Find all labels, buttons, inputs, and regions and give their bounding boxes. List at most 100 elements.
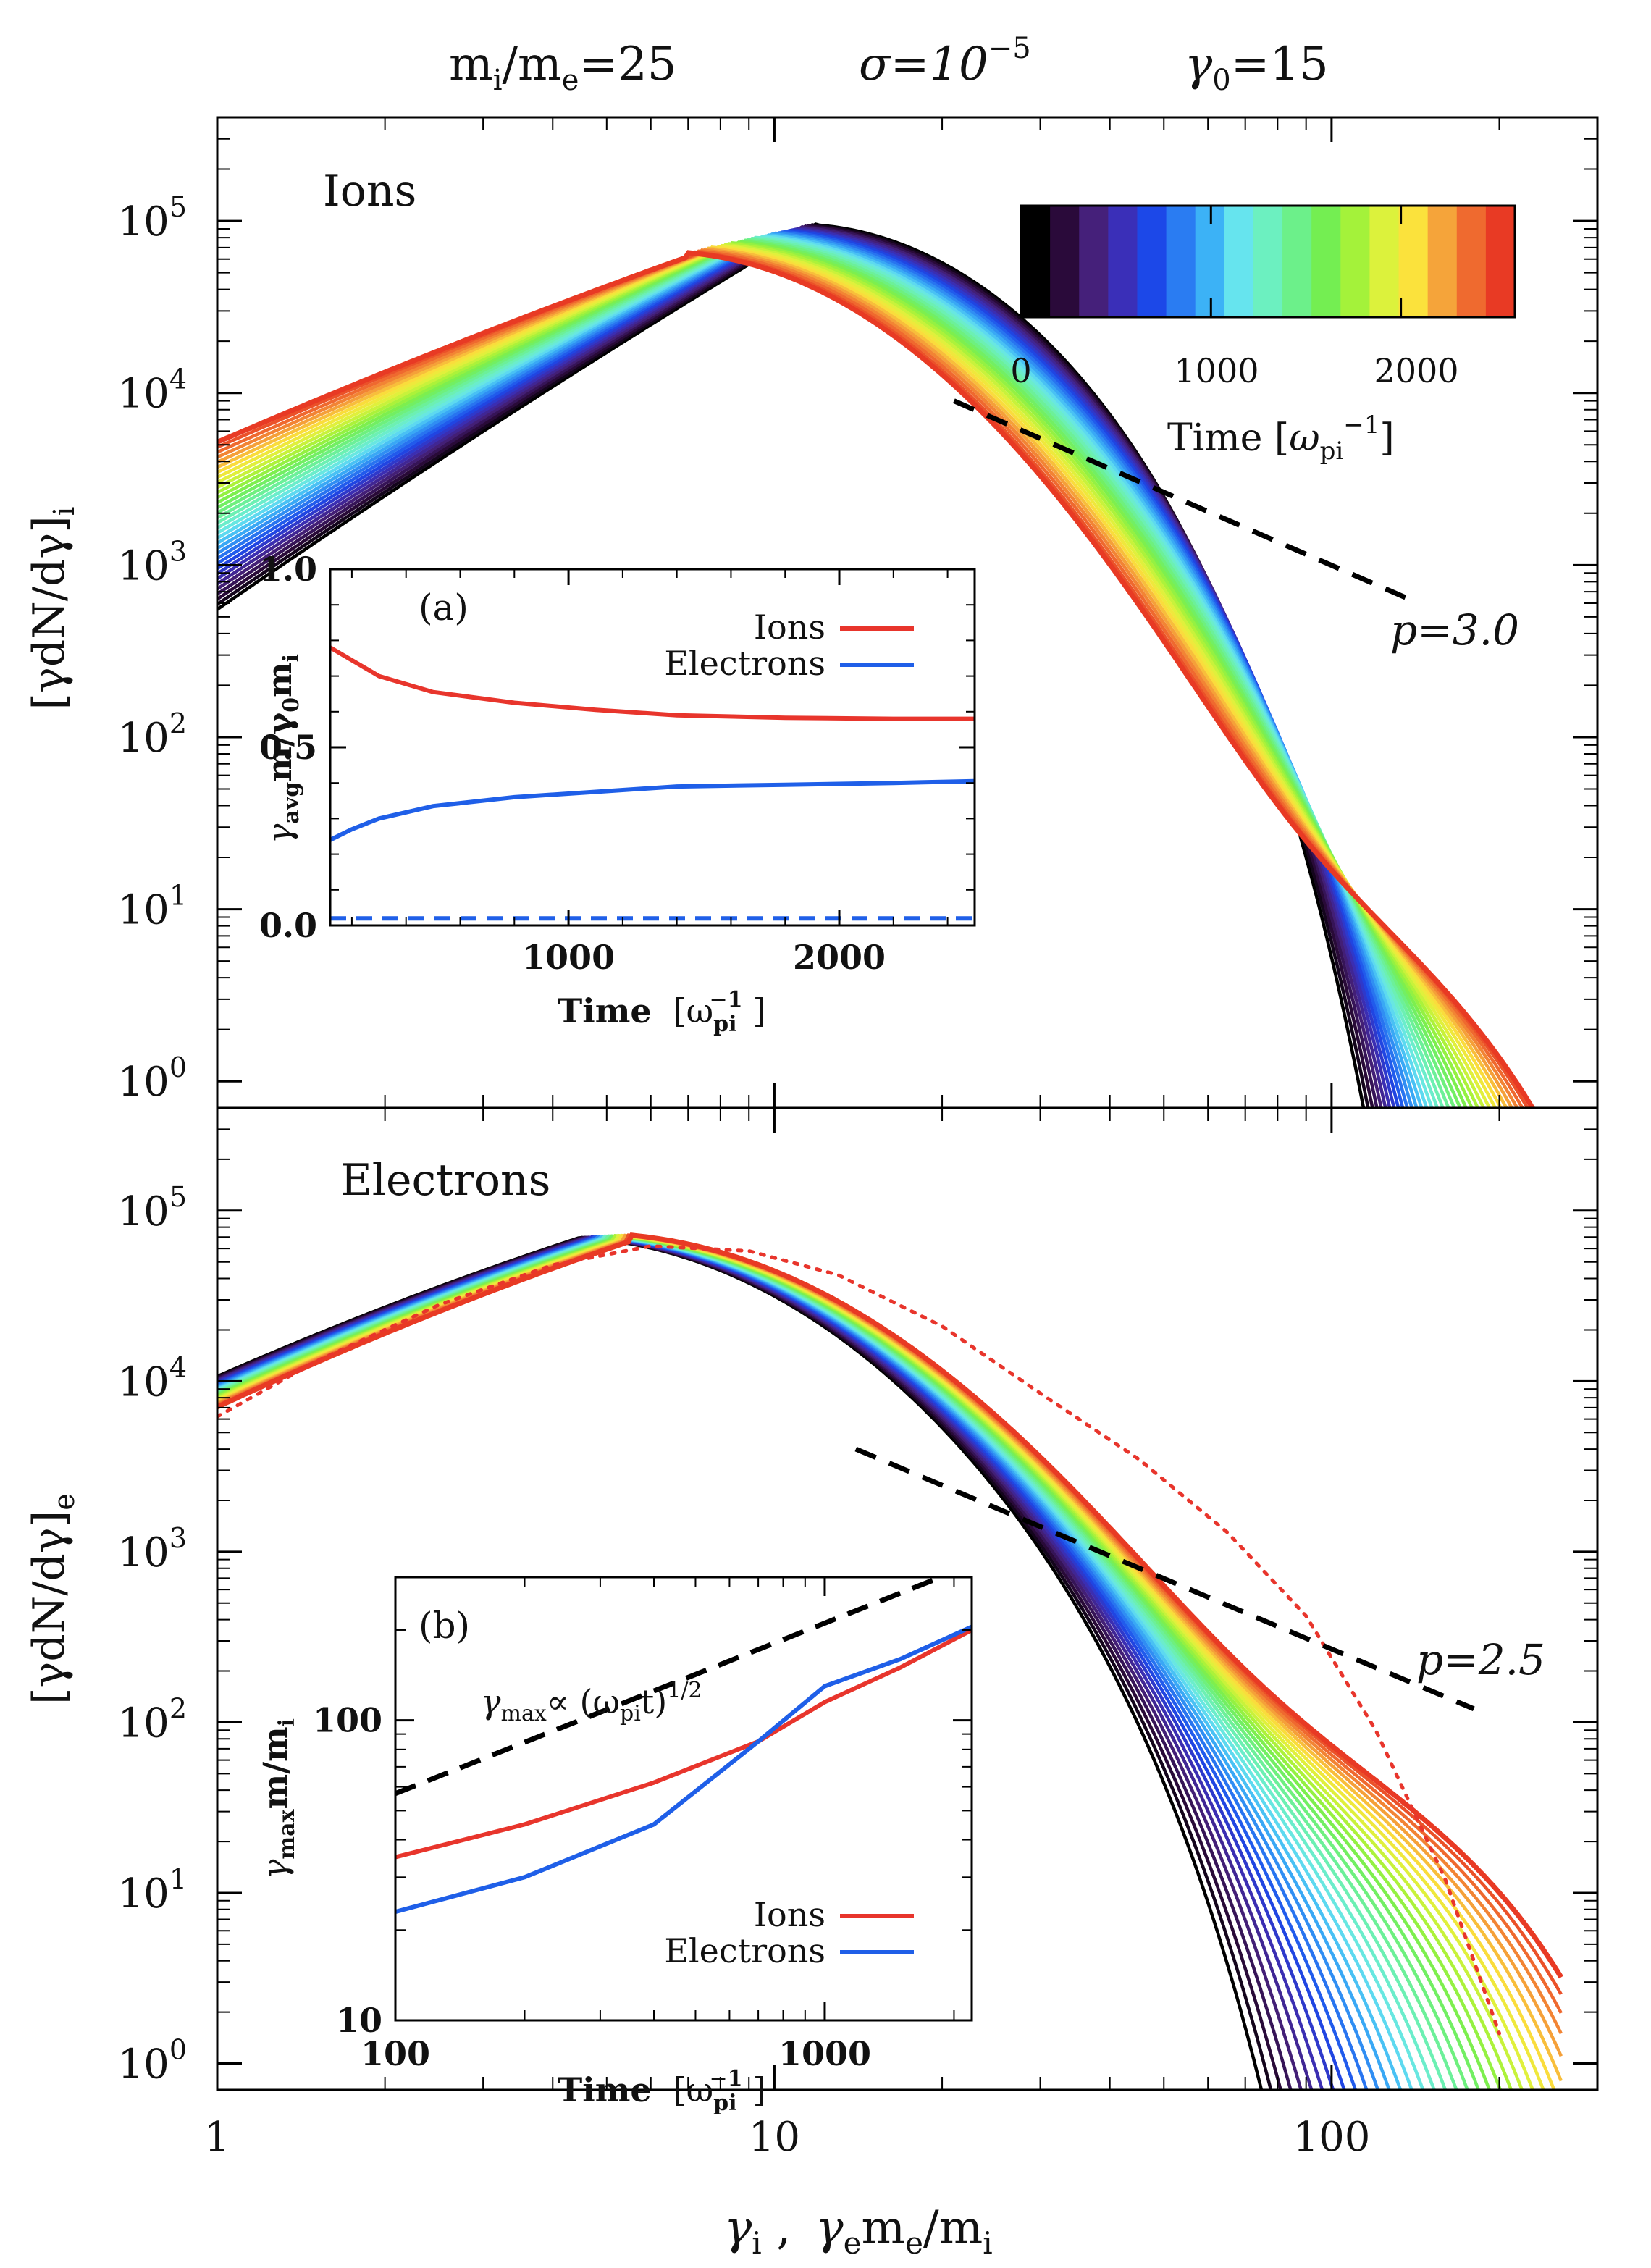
inset-a-xtick-label-0: 1000 [522, 938, 615, 977]
ion-panel-label: Ions [323, 166, 416, 217]
inset-a-ytick-label-2: 1.0 [259, 550, 317, 589]
ion-spectrum-22 [217, 240, 1474, 1108]
ion-spectrum-18 [217, 238, 1450, 1108]
inset-a-legend: Ions Electrons [664, 608, 914, 683]
colorbar-segment-12 [1369, 206, 1400, 317]
inset-b-legend: Ions Electrons [664, 1895, 914, 1970]
electron-plot-frame [216, 1106, 1599, 2091]
electron-xtick-label-0: 1 [204, 2114, 230, 2161]
inset-a-panel-label: (a) [419, 587, 469, 629]
inset-b-scaling-annotation: γmax∝ (ωpit)1/2 [481, 1678, 702, 1726]
inset-a-lines [330, 645, 975, 921]
ion-spectrum-19 [217, 238, 1456, 1108]
colorbar-segment-16 [1485, 206, 1516, 317]
colorbar-segment-7 [1224, 206, 1254, 317]
time-colorbar [1020, 204, 1516, 319]
title-sigma: σ=10−5 [859, 32, 1031, 91]
ion-spectrum-21 [217, 240, 1469, 1108]
ion-ytick-label-3: 103 [118, 535, 187, 589]
ion-ytick-label-4: 104 [118, 364, 187, 418]
ion-spectra [217, 222, 1536, 1108]
colorbar-segment-4 [1137, 206, 1167, 317]
title-mass-ratio: mi/me=25 [449, 38, 676, 97]
electron-spectra [217, 1232, 1563, 2090]
ion-spectrum-20 [217, 239, 1462, 1108]
electron-xtick-label-1: 10 [749, 2114, 800, 2161]
x-axis-title: γi , γeme/mi [724, 2201, 993, 2261]
electron-y-axis-title: [γdN/dγ]e [24, 1493, 81, 1705]
electron-dotted-reference [217, 1244, 1501, 2036]
ion-ytick-label-2: 102 [118, 707, 187, 762]
electron-spectrum-33 [217, 1232, 1563, 1979]
inset-b-x-axis-title: Time [ωpi−1] [558, 2066, 765, 2116]
inset-a-legend-electrons: Electrons [664, 644, 826, 683]
electron-powerlaw-line [854, 1446, 1475, 1712]
ion-ytick-label-0: 100 [118, 1051, 187, 1106]
inset-a: 1000 2000 0.0 0.5 1.0 (a) Ions Electrons Tim… [259, 550, 976, 1037]
colorbar-segment-9 [1282, 206, 1312, 317]
colorbar-segment-15 [1456, 206, 1487, 317]
inset-b-y-axis-title: γmaxm/mi [256, 1718, 300, 1879]
inset-a-x-axis-title: Time [ωpi−1] [558, 987, 765, 1037]
colorbar-segment-3 [1108, 206, 1138, 317]
electron-ytick-label-1: 101 [118, 1863, 187, 1918]
inset-b-legend-electrons: Electrons [664, 1931, 826, 1970]
colorbar-frame [1020, 204, 1516, 319]
inset-a-series-0 [330, 645, 975, 721]
electron-powerlaw-label: p=2.5 [1416, 1635, 1545, 1684]
electron-powerlaw [854, 1446, 1475, 1712]
ion-spectrum-15 [217, 235, 1434, 1108]
inset-a-series-1 [330, 778, 975, 842]
electron-ytick-label-0: 100 [118, 2034, 187, 2088]
electron-ytick-label-3: 103 [118, 1522, 187, 1576]
inset-b-xtick-label-1: 1000 [778, 2034, 871, 2073]
ion-spectrum-16 [217, 235, 1440, 1108]
inset-b-xtick-label-0: 100 [361, 2034, 430, 2073]
colorbar-label: Time [ωpi−1] [1167, 411, 1395, 466]
inset-a-ytick-label-0: 0.0 [259, 906, 317, 945]
ion-powerlaw-label: p=3.0 [1390, 605, 1519, 655]
inset-b-ytick-label-1: 100 [313, 1701, 382, 1740]
colorbar-segment-1 [1050, 206, 1080, 317]
colorbar-segment-10 [1311, 206, 1341, 317]
title-gamma0: γ0=15 [1185, 38, 1329, 97]
ion-axis-ticks: 100 101 102 103 104 105 [118, 117, 1598, 1108]
inset-a-ticks: 1000 2000 0.0 0.5 1.0 [259, 550, 975, 977]
inset-b-series-2 [395, 1624, 972, 1914]
ion-spectrum-17 [217, 236, 1445, 1108]
inset-b-lines [395, 1577, 972, 1914]
ion-spectrum-14 [217, 234, 1429, 1108]
colorbar-segment-0 [1021, 206, 1051, 317]
ion-powerlaw-line [952, 398, 1414, 603]
colorbar-tick-2000: 2000 [1374, 351, 1458, 390]
inset-b-panel-label: (b) [419, 1605, 470, 1647]
colorbar-segment-2 [1079, 206, 1109, 317]
electron-xtick-label-2: 100 [1293, 2114, 1370, 2161]
colorbar-tick-0: 0 [1010, 351, 1031, 390]
figure-title: mi/me=25 σ=10−5 γ0=15 [449, 32, 1329, 97]
ion-ytick-label-1: 101 [118, 880, 187, 934]
electron-panel-label: Electrons [340, 1155, 550, 1206]
ion-ytick-label-5: 105 [118, 191, 187, 245]
electron-ytick-label-4: 104 [118, 1351, 187, 1406]
ion-spectrum-33 [217, 250, 1536, 1108]
inset-b-legend-ions: Ions [754, 1895, 826, 1934]
colorbar-tick-labels: 0 1000 2000 [1010, 351, 1458, 390]
electron-ytick-label-2: 102 [118, 1692, 187, 1747]
colorbar-segment-8 [1253, 206, 1283, 317]
inset-a-y-axis-title: γavgm/γ0mi [260, 654, 304, 844]
colorbar-segment-14 [1427, 206, 1458, 317]
ion-y-axis-title: [γdN/dγ]i [24, 507, 81, 710]
colorbar-segment-11 [1340, 206, 1371, 317]
inset-a-ytick-label-1: 0.5 [259, 728, 317, 767]
colorbar-segment-5 [1166, 206, 1196, 317]
colorbar-segment-13 [1398, 206, 1429, 317]
inset-a-xtick-label-1: 2000 [793, 938, 886, 977]
ion-powerlaw [952, 398, 1414, 603]
inset-b-ytick-label-0: 10 [336, 2001, 382, 2040]
